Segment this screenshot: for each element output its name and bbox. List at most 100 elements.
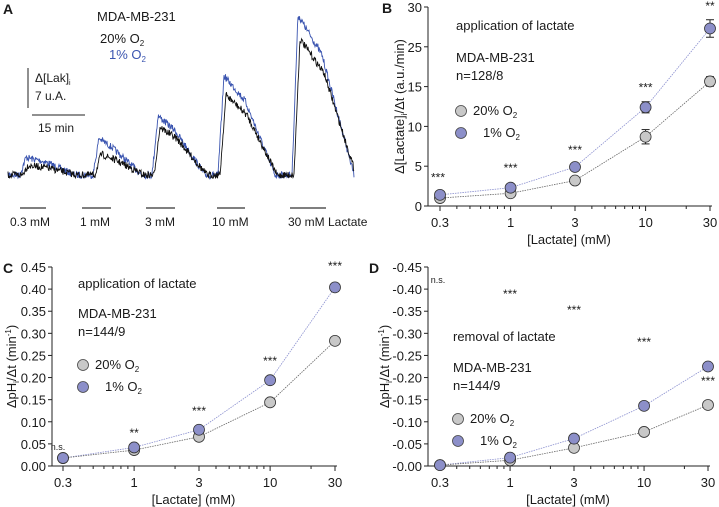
data-point-1 xyxy=(569,161,581,173)
legend-marker-1 xyxy=(452,435,464,447)
panel-a-label: A xyxy=(3,1,13,17)
y-tick-label: 0.00 xyxy=(21,459,46,474)
x-axis-title: [Lactate] (mM) xyxy=(152,492,236,507)
application-label: 1 mM xyxy=(80,215,110,229)
y-tick-label: -0.30 xyxy=(392,326,422,341)
legend-marker-1 xyxy=(455,127,467,139)
data-point-1 xyxy=(638,399,650,412)
y-tick-label: -0.20 xyxy=(392,371,422,386)
data-point-1 xyxy=(264,374,277,387)
y-tick-label: 25 xyxy=(408,40,422,55)
data-point-1 xyxy=(193,423,205,436)
significance-label: *** xyxy=(263,354,277,368)
y-tick-label: 0.40 xyxy=(21,282,46,297)
cell-line-label: MDA-MB-231 xyxy=(453,360,532,375)
data-point-1 xyxy=(639,101,652,114)
y-tick-label: -0.40 xyxy=(392,282,422,297)
x-tick-label: 30 xyxy=(701,475,715,490)
legend-marker-20 xyxy=(77,359,89,371)
legend-label-20: 20% O2 xyxy=(95,357,140,374)
y-tick-label: -0.45 xyxy=(392,260,422,275)
legend-marker-1 xyxy=(77,381,89,393)
y-tick-label: 0.35 xyxy=(21,304,46,319)
data-point-20 xyxy=(638,426,650,438)
significance-label: *** xyxy=(503,287,517,301)
y-axis-title: Δ[Lactate]i/Δt (a.u./min) xyxy=(392,39,409,174)
significance-label: *** xyxy=(639,81,653,95)
y-tick-label: -0.00 xyxy=(392,459,422,474)
y-tick-label: 15 xyxy=(408,80,422,95)
application-label: 10 mM xyxy=(212,215,249,229)
x-tick-label: 30 xyxy=(703,215,717,230)
y-tick-label: 10 xyxy=(408,119,422,134)
significance-label: *** xyxy=(431,171,445,185)
legend-label-20: 20% O2 xyxy=(473,103,518,120)
legend-marker-20 xyxy=(455,105,467,117)
application-label: 0.3 mM xyxy=(10,215,50,229)
y-tick-label: 30 xyxy=(408,0,422,15)
x-tick-label: 3 xyxy=(195,475,202,490)
x-tick-label: 1 xyxy=(130,475,137,490)
significance-label: *** xyxy=(701,374,715,388)
data-point-20 xyxy=(329,334,341,347)
series-line-1 xyxy=(62,287,336,459)
data-point-1 xyxy=(329,281,341,294)
legend-marker-20 xyxy=(452,413,464,425)
x-tick-label: 0.3 xyxy=(54,475,72,490)
y-tick-label: -0.25 xyxy=(392,348,422,363)
data-point-1 xyxy=(128,441,141,454)
application-label: 30 mM Lactate xyxy=(288,215,368,229)
y-tick-label: 0.30 xyxy=(21,326,46,341)
panel-label: D xyxy=(369,260,379,276)
y-tick-label: 0.10 xyxy=(21,415,46,430)
panel-label: B xyxy=(382,0,392,16)
x-tick-label: 30 xyxy=(328,475,342,490)
panel-c: 0.00 0.05 0.10 0.15 0.20 0.25 0.30 0.35 0.40 0.45… xyxy=(3,259,342,507)
y-tick-label: 0.20 xyxy=(21,371,46,386)
annotation: application of lactate xyxy=(78,276,197,291)
data-point-20 xyxy=(639,130,652,143)
data-point-20 xyxy=(569,174,581,187)
significance-label: *** xyxy=(637,335,651,349)
data-point-20 xyxy=(264,396,277,409)
scalebar-x-label: 15 min xyxy=(38,121,74,135)
n-label: n=144/9 xyxy=(78,324,125,339)
significance-label: n.s. xyxy=(51,442,66,452)
x-tick-label: 3 xyxy=(571,215,578,230)
y-tick-label: -0.10 xyxy=(392,415,422,430)
legend-label-20: 20% O2 xyxy=(470,411,515,428)
x-axis-title: [Lactate] (mM) xyxy=(527,232,611,247)
x-tick-label: 1 xyxy=(507,215,514,230)
x-axis-title: [Lactate] (mM) xyxy=(526,492,610,507)
data-point-20 xyxy=(704,75,716,88)
significance-label: *** xyxy=(568,143,582,157)
n-label: n=128/8 xyxy=(456,68,503,83)
panel-d: -0.00 -0.05 -0.10 -0.15 -0.20 -0.25 -0.30 -0.35… xyxy=(369,260,715,507)
data-point-1 xyxy=(504,451,516,464)
data-point-1 xyxy=(702,360,714,373)
y-tick-label: 0 xyxy=(415,199,422,214)
x-tick-label: 0.3 xyxy=(431,475,449,490)
panel-a-title: MDA-MB-231 xyxy=(97,9,176,24)
x-tick-label: 1 xyxy=(506,475,513,490)
y-tick-label: 5 xyxy=(415,159,422,174)
significance-label: *** xyxy=(567,303,581,317)
legend-label-1: 1% O2 xyxy=(480,433,518,450)
annotation: application of lactate xyxy=(456,18,575,33)
data-point-1 xyxy=(57,452,69,464)
significance-label: *** xyxy=(192,404,206,418)
panel-a-legend-20: 20% O2 xyxy=(100,31,145,48)
panel-a: A MDA-MB-231 20% O2 1% O2 Δ[Lak]i 7 u.A.… xyxy=(3,1,368,229)
trace-1-percent-o2 xyxy=(7,15,355,180)
panel-a-legend-1: 1% O2 xyxy=(109,47,147,64)
x-tick-label: 10 xyxy=(263,475,277,490)
legend-label-1: 1% O2 xyxy=(105,379,143,396)
y-tick-label: 0.05 xyxy=(21,437,46,452)
trace-20-percent-o2 xyxy=(7,37,355,180)
y-tick-label: -0.05 xyxy=(392,437,422,452)
y-tick-label: 0.15 xyxy=(21,393,46,408)
annotation: removal of lactate xyxy=(453,329,556,344)
data-point-1 xyxy=(434,188,446,201)
x-tick-label: 3 xyxy=(570,475,577,490)
